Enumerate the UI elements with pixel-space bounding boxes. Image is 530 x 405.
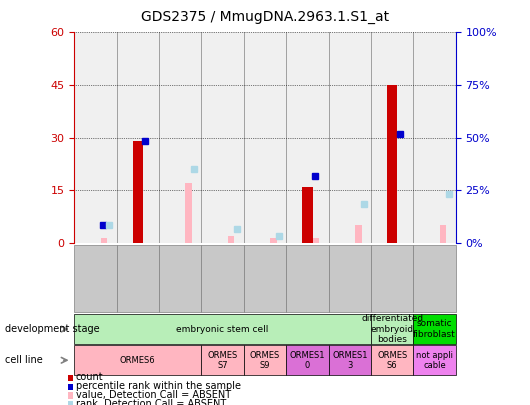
Bar (387, 85, 398, 243)
Text: count: count (76, 373, 103, 382)
Text: differentiated
embryoid
bodies: differentiated embryoid bodies (361, 314, 423, 344)
Bar (270, 238, 277, 243)
Bar (101, 238, 107, 243)
Bar (440, 226, 446, 243)
Text: embryonic stem cell: embryonic stem cell (176, 324, 269, 334)
Text: cell line: cell line (5, 355, 43, 365)
Bar (186, 183, 192, 243)
Text: GDS2375 / MmugDNA.2963.1.S1_at: GDS2375 / MmugDNA.2963.1.S1_at (141, 10, 389, 24)
Text: ORMES1
3: ORMES1 3 (332, 351, 367, 370)
Text: value, Detection Call = ABSENT: value, Detection Call = ABSENT (76, 390, 231, 400)
Bar (132, 141, 143, 243)
Text: ORMES
S6: ORMES S6 (377, 351, 408, 370)
Text: development stage: development stage (5, 324, 100, 334)
Text: ORMES
S7: ORMES S7 (207, 351, 238, 370)
Bar (228, 236, 234, 243)
Bar (313, 238, 319, 243)
Text: percentile rank within the sample: percentile rank within the sample (76, 382, 241, 391)
Text: ORMES6: ORMES6 (120, 356, 156, 365)
Text: ORMES
S9: ORMES S9 (250, 351, 280, 370)
Bar (302, 187, 313, 243)
Text: not appli
cable: not appli cable (416, 351, 453, 370)
Text: ORMES1
0: ORMES1 0 (290, 351, 325, 370)
Bar (355, 226, 361, 243)
Text: rank, Detection Call = ABSENT: rank, Detection Call = ABSENT (76, 399, 226, 405)
Text: somatic
fibroblast: somatic fibroblast (413, 320, 456, 339)
